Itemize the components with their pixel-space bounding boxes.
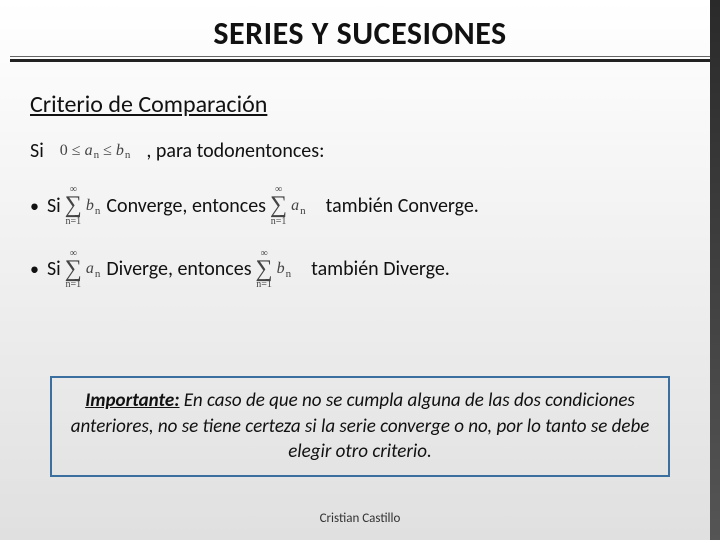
- bullet-icon: •: [30, 195, 39, 217]
- diverge-row: • Si ∞ ∑ n=1 an Diverge, entonces ∞ ∑ n=…: [30, 249, 720, 291]
- page-title: SERIES Y SUCESIONES: [0, 14, 720, 53]
- ineq-b: b: [116, 142, 124, 160]
- ineq-le2: ≤: [103, 142, 112, 160]
- sum-symbol-1b: ∞ ∑ n=1: [270, 185, 287, 227]
- inequality-formula: 0 ≤ a n ≤ b n: [60, 142, 131, 160]
- row2-tail: también Diverge.: [311, 257, 450, 281]
- premise-si: Si: [30, 139, 44, 163]
- note-lead: Importante:: [85, 389, 179, 412]
- sigma-icon: ∑: [256, 259, 273, 281]
- bullet-icon: •: [30, 258, 39, 280]
- row1-term2-sub: n: [300, 205, 306, 217]
- sigma-icon: ∑: [65, 195, 82, 217]
- row2-term1-var: a: [86, 260, 94, 277]
- row1-term1-var: b: [86, 197, 94, 214]
- row2-term1: an: [86, 260, 101, 278]
- footer-author: Cristian Castillo: [0, 511, 720, 526]
- sum-symbol-2a: ∞ ∑ n=1: [65, 249, 82, 291]
- premise-tail-post: entonces:: [245, 139, 324, 163]
- row1-term2-var: a: [291, 197, 299, 214]
- row1-si: Si: [47, 194, 61, 218]
- ineq-a: a: [85, 142, 93, 160]
- decorative-right-strip: [710, 0, 720, 540]
- sum2b-bot: n=1: [256, 280, 272, 290]
- sum2a-bot: n=1: [65, 280, 81, 290]
- row2-mid: Diverge, entonces: [106, 257, 251, 281]
- row2-term2-sub: n: [286, 268, 292, 280]
- sum1a-bot: n=1: [65, 217, 81, 227]
- title-block: SERIES Y SUCESIONES: [0, 0, 720, 62]
- premise-tail-n: n: [235, 139, 245, 163]
- section-subtitle: Criterio de Comparación: [30, 90, 690, 119]
- row1-term2: an: [291, 197, 306, 215]
- row1-tail: también Converge.: [326, 194, 479, 218]
- row1-term1-sub: n: [95, 205, 101, 217]
- sum-symbol-2b: ∞ ∑ n=1: [256, 249, 273, 291]
- row1-term1: bn: [86, 197, 101, 215]
- premise-line: Si 0 ≤ a n ≤ b n , para todo n entonces:: [30, 139, 720, 163]
- title-rule-thick: [10, 59, 710, 62]
- row2-term2: bn: [277, 260, 292, 278]
- sum-symbol-1a: ∞ ∑ n=1: [65, 185, 82, 227]
- title-rule-thin: [10, 56, 710, 57]
- row2-term1-sub: n: [95, 268, 101, 280]
- ineq-a-sub: n: [94, 149, 100, 161]
- row2-si: Si: [47, 257, 61, 281]
- converge-row: • Si ∞ ∑ n=1 bn Converge, entonces ∞ ∑ n…: [30, 185, 720, 227]
- ineq-le1: ≤: [72, 142, 81, 160]
- sigma-icon: ∑: [65, 259, 82, 281]
- sum1b-bot: n=1: [271, 217, 287, 227]
- ineq-b-sub: n: [125, 149, 131, 161]
- row1-mid: Converge, entonces: [106, 194, 266, 218]
- row2-term2-var: b: [277, 260, 285, 277]
- ineq-zero: 0: [60, 142, 68, 160]
- important-note-box: Importante: En caso de que no se cumpla …: [50, 376, 670, 477]
- sigma-icon: ∑: [270, 195, 287, 217]
- premise-tail-pre: , para todo: [146, 139, 234, 163]
